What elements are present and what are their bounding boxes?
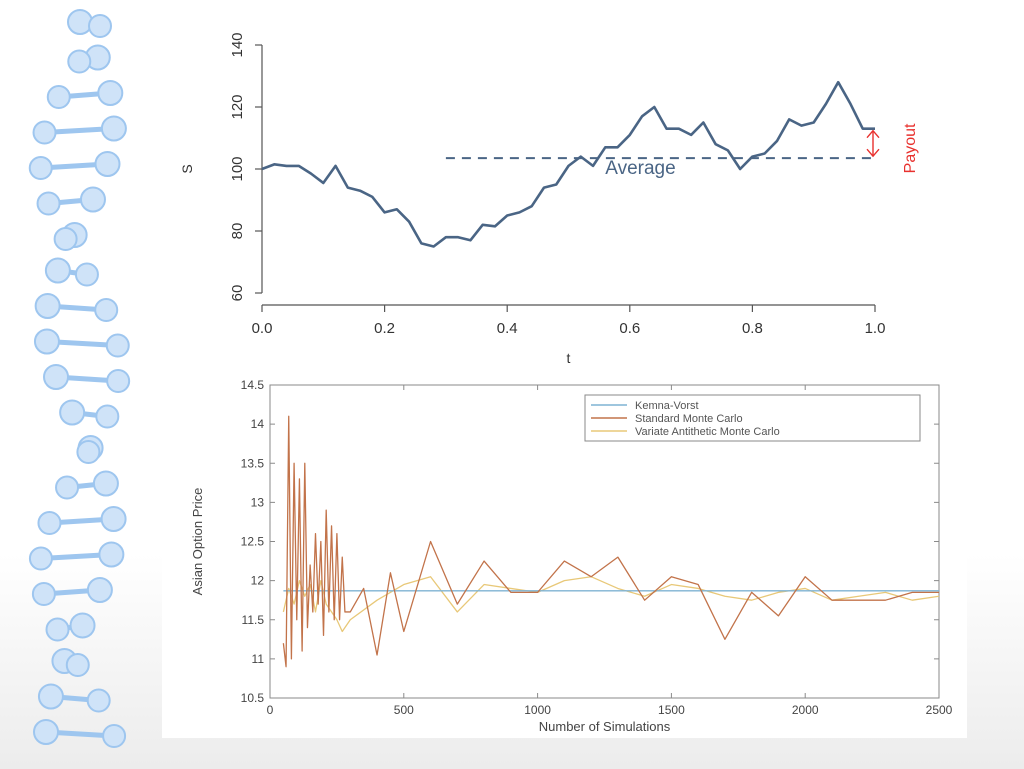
dna-node [67,9,93,35]
dna-node [67,49,92,74]
dna-node [94,151,121,177]
dna-node [53,227,78,251]
legend-box [584,394,921,442]
dna-node [37,511,62,535]
chart1-axes [255,44,876,312]
chart2-y-tick-label: 12.5 [241,535,265,549]
dna-node [45,617,70,642]
dna-node [94,298,119,322]
dna-strand-decoration [28,9,131,748]
dna-node [74,262,99,287]
dna-node [33,328,60,355]
chart1-y-tick-label: 120 [229,94,246,119]
chart1-y-tick-label: 80 [229,223,246,240]
dna-node [28,156,53,180]
dna-node [46,85,71,109]
chart2-y-tick-label: 11.5 [242,613,265,627]
dna-node [59,399,86,426]
payout-arrow-head-top [866,129,880,139]
dna-node [88,14,112,38]
dna-node [76,440,101,464]
dna-node [98,541,125,568]
chart2-x-tick-label: 1500 [658,703,685,717]
chart1-x-tick-label: 0.2 [374,320,395,337]
dna-node [79,186,106,213]
dna-node [69,612,96,639]
chart2-y-tick-label: 11 [252,652,265,666]
chart2-y-tick-label: 13.5 [241,456,265,470]
legend-label-kemna-vorst: Kemna-Vorst [635,400,699,412]
dna-node [33,719,60,745]
chart1-y-tick-label: 100 [229,156,246,181]
dna-node [32,120,57,145]
chart1-x-tick-label: 1.0 [865,320,886,337]
chart2-x-axis-label: Number of Simulations [539,719,671,734]
stock-path-line [261,80,875,248]
dna-node [92,470,119,497]
dna-node [37,683,64,710]
dna-node [43,364,70,390]
dna-node [36,191,61,216]
chart2-x-tick-label: 0 [267,703,274,717]
chart2-legend: Kemna-Vorst Standard Monte Carlo Variate… [584,394,921,442]
legend-label-antithetic-mc: Variate Antithetic Monte Carlo [635,426,780,438]
dna-node [34,293,61,319]
average-label: Average [605,158,675,179]
chart2-series [282,415,940,668]
chart1-y-tick-label: 60 [229,285,246,302]
dna-node [28,546,53,571]
dna-node [105,333,130,358]
asian-option-path-chart: 60 80 100 120 140 0.0 0.2 0.4 0.6 0.8 1.0 t S Aver… [179,32,919,366]
chart1-y-axis-label: S [179,164,195,173]
chart2-y-tick-label: 12 [251,574,265,588]
asian-option-price-chart: 10.5 11 11.5 12 12.5 13 13.5 14 14.5 0 500 1000 1500… [162,370,967,738]
dna-node [102,724,127,748]
chart2-y-tick-label: 14.5 [241,378,265,392]
dna-node [106,369,131,393]
legend-label-standard-mc: Standard Monte Carlo [635,413,743,425]
series-standard-mc [282,415,939,668]
chart1-x-axis-label: t [567,350,571,366]
dna-node [44,257,71,284]
dna-node [95,404,120,429]
chart2-x-tick-label: 500 [394,703,414,717]
chart2-tick-labels: 10.5 11 11.5 12 12.5 13 13.5 14 14.5 0 500 1000 1500… [241,378,953,717]
dna-node [97,80,124,106]
chart1-x-tick-label: 0.4 [497,320,518,337]
chart1-tick-labels: 60 80 100 120 140 0.0 0.2 0.4 0.6 0.8 1.0 [229,32,885,337]
dna-node [100,506,127,532]
chart1-x-tick-label: 0.6 [619,320,640,337]
chart2-y-tick-label: 14 [251,417,265,431]
chart2-x-tick-label: 2500 [926,703,953,717]
dna-node [100,115,127,142]
dna-node [55,475,80,500]
chart2-x-tick-label: 2000 [792,703,819,717]
chart2-y-axis-label: Asian Option Price [190,488,205,596]
payout-arrow [866,129,880,158]
dna-node [65,653,90,677]
chart2-x-tick-label: 1000 [524,703,551,717]
chart2-y-tick-label: 13 [251,495,265,509]
chart1-x-tick-label: 0.0 [252,320,273,337]
dna-node [31,582,56,606]
chart1-x-tick-label: 0.8 [742,320,763,337]
chart1-y-tick-label: 140 [229,32,246,57]
chart2-y-tick-label: 10.5 [241,691,265,705]
payout-arrow-head-bottom [866,148,880,158]
payout-label: Payout [902,123,919,173]
dna-node [86,688,111,713]
dna-node [86,577,113,603]
